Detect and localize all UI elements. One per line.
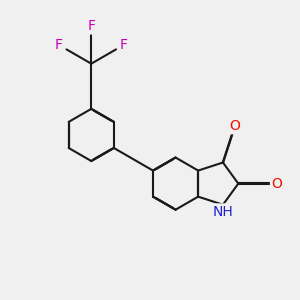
Text: O: O xyxy=(230,119,240,133)
Text: F: F xyxy=(120,38,128,52)
Text: F: F xyxy=(55,38,63,52)
Text: F: F xyxy=(87,19,95,33)
Text: O: O xyxy=(271,177,282,190)
Text: NH: NH xyxy=(213,205,233,219)
